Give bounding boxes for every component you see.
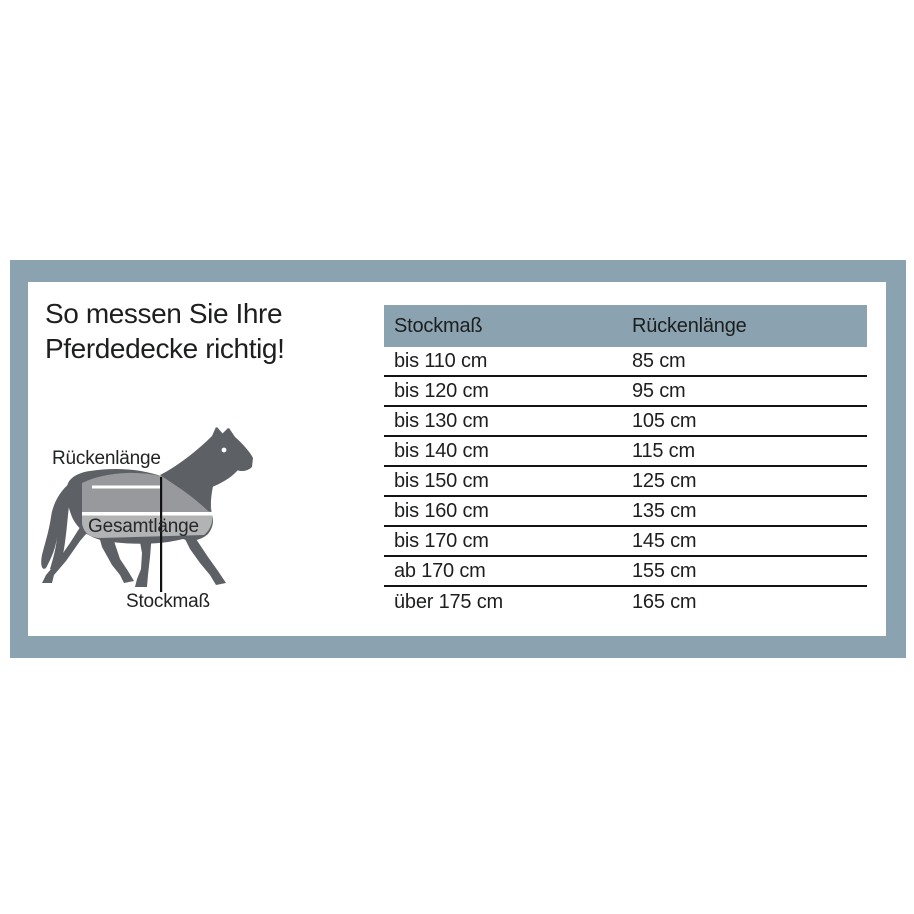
stockmass-cell: bis 170 cm [394,529,489,552]
horse-hind-leg-back [42,521,92,583]
size-table-body: bis 110 cm 85 cm bis 120 cm 95 cm bis 130 cm… [384,347,867,617]
rueckenlaenge-cell: 165 cm [632,590,697,613]
stockmass-cell: bis 110 cm [394,349,488,372]
rueckenlaenge-cell: 135 cm [632,499,697,522]
label-back-length: Rückenlänge [52,448,161,469]
table-row: bis 150 cm 125 cm [384,467,867,497]
size-table-header: Stockmaß Rückenlänge [384,305,867,347]
stockmass-cell: bis 120 cm [394,379,489,402]
back-length-line [92,485,161,489]
header-rueckenlaenge: Rückenlänge [632,314,747,337]
table-row: bis 170 cm 145 cm [384,527,867,557]
stockmass-cell: über 175 cm [394,590,503,613]
blanket-skirt-shape [82,515,213,538]
table-row: über 175 cm 165 cm [384,587,867,617]
stick-measure-line [160,477,163,592]
rueckenlaenge-cell: 105 cm [632,409,697,432]
table-row: ab 170 cm 155 cm [384,557,867,587]
label-stick-measure: Stockmaß [126,591,210,612]
stockmass-cell: bis 160 cm [394,499,489,522]
rueckenlaenge-cell: 125 cm [632,469,697,492]
header-stockmass: Stockmaß [394,314,483,337]
size-table: Stockmaß Rückenlänge bis 110 cm 85 cm bis … [384,305,867,617]
rueckenlaenge-cell: 155 cm [632,559,697,582]
stockmass-cell: ab 170 cm [394,559,486,582]
horse-illustration [40,425,310,625]
rueckenlaenge-cell: 85 cm [632,349,686,372]
rueckenlaenge-cell: 145 cm [632,529,697,552]
total-length-line [82,512,212,516]
stockmass-cell: bis 130 cm [394,409,489,432]
table-row: bis 160 cm 135 cm [384,497,867,527]
table-row: bis 110 cm 85 cm [384,347,867,377]
horse-svg [41,427,253,592]
stockmass-cell: bis 150 cm [394,469,489,492]
table-row: bis 130 cm 105 cm [384,407,867,437]
table-row: bis 140 cm 115 cm [384,437,867,467]
page-title: So messen Sie Ihre Pferdedecke richtig! [45,296,285,366]
page-title-line1: So messen Sie Ihre [45,298,283,329]
blanket-upper-shape [82,472,212,513]
label-total-length: Gesamtlänge [88,516,199,537]
horse-eye [221,447,227,453]
rueckenlaenge-cell: 115 cm [632,439,695,462]
horse-front-leg-extended [180,527,226,585]
table-row: bis 120 cm 95 cm [384,377,867,407]
horse-tail-shape [41,483,73,570]
page-title-line2: Pferdedecke richtig! [45,333,285,364]
rueckenlaenge-cell: 95 cm [632,379,686,402]
horse-hind-leg-front [96,525,134,583]
stockmass-cell: bis 140 cm [394,439,489,462]
horse-front-leg-near [135,531,152,587]
horse-neck-shape [160,427,252,512]
